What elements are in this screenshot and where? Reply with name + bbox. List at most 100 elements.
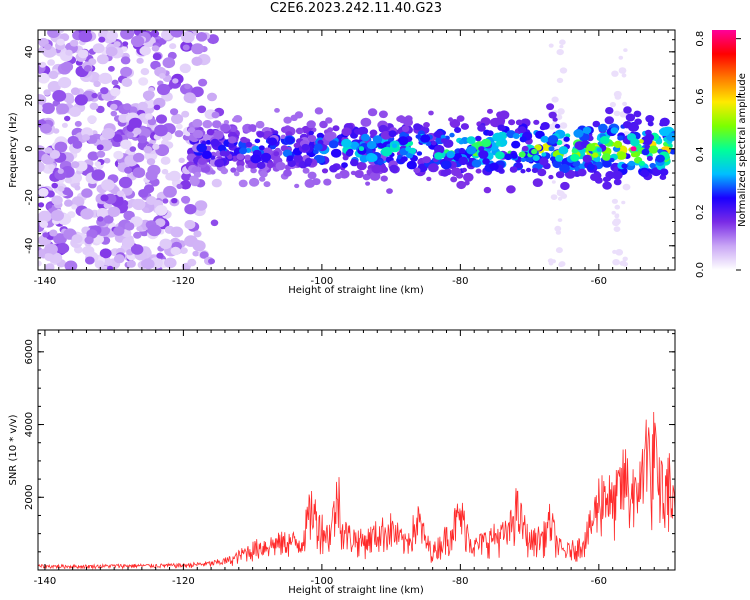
heatmap-cell bbox=[520, 157, 526, 162]
heatmap-cell bbox=[170, 30, 184, 38]
heatmap-cell bbox=[97, 216, 104, 222]
heatmap-cell bbox=[613, 178, 622, 186]
heatmap-cell bbox=[496, 111, 505, 119]
heatmap-cell bbox=[206, 128, 215, 136]
heatmap-cell bbox=[136, 57, 144, 64]
snr-background bbox=[38, 330, 675, 570]
heatmap-cell bbox=[260, 152, 272, 162]
heatmap-cell bbox=[170, 246, 181, 256]
heatmap-cell bbox=[132, 198, 146, 211]
heatmap-cell bbox=[304, 157, 313, 165]
heatmap-cell bbox=[329, 164, 338, 173]
heatmap-cell bbox=[103, 258, 113, 266]
heatmap-cell bbox=[559, 163, 570, 174]
heatmap-cell bbox=[613, 110, 621, 117]
heatmap-cell bbox=[483, 186, 492, 194]
heatmap-cell bbox=[100, 87, 109, 95]
heatmap-cell bbox=[169, 43, 177, 50]
heatmap-cell bbox=[600, 136, 610, 145]
heatmap-cell bbox=[106, 30, 119, 41]
heatmap-cell bbox=[386, 188, 393, 194]
heatmap-cell bbox=[334, 173, 343, 180]
heatmap-cell bbox=[391, 143, 398, 149]
heatmap-cell bbox=[157, 83, 171, 96]
heatmap-cell bbox=[283, 116, 292, 124]
heatmap-cell bbox=[463, 172, 474, 182]
heatmap-cell bbox=[602, 176, 610, 182]
heatmap-cell bbox=[74, 120, 82, 127]
x-tick-label: -100 bbox=[311, 576, 334, 587]
colorbar-tick-label: 0.8 bbox=[695, 31, 706, 47]
heatmap-cell bbox=[487, 108, 493, 114]
heatmap-cell bbox=[230, 167, 237, 173]
heatmap-cell bbox=[541, 152, 547, 157]
heatmap-cell bbox=[554, 123, 561, 129]
heatmap-cell bbox=[51, 182, 58, 189]
heatmap-cell bbox=[388, 130, 397, 138]
heatmap-cell bbox=[72, 140, 83, 149]
heatmap-cell bbox=[202, 120, 213, 129]
heatmap-cell bbox=[161, 168, 169, 175]
heatmap-cell bbox=[426, 176, 432, 182]
heatmap-cell bbox=[214, 159, 225, 168]
heatmap-cell bbox=[377, 159, 384, 165]
heatmap-cell bbox=[345, 150, 354, 157]
heatmap-cell bbox=[466, 145, 477, 155]
heatmap-cell bbox=[74, 185, 81, 191]
heatmap-cell bbox=[193, 230, 202, 238]
heatmap-cell bbox=[137, 135, 148, 144]
heatmap-cell bbox=[406, 160, 417, 170]
heatmap-cell bbox=[254, 138, 261, 144]
heatmap-cell bbox=[638, 139, 644, 144]
heatmap-cell bbox=[656, 138, 663, 143]
colorbar-bar bbox=[712, 30, 736, 270]
heatmap-cell bbox=[256, 131, 265, 138]
heatmap-cell bbox=[531, 148, 538, 155]
heatmap-cell bbox=[64, 177, 72, 184]
heatmap-cell bbox=[248, 124, 257, 132]
heatmap-cell bbox=[258, 145, 265, 151]
heatmap-cell bbox=[236, 153, 245, 160]
heatmap-cell bbox=[181, 31, 195, 43]
heatmap-cell bbox=[233, 171, 240, 177]
heatmap-cell bbox=[649, 162, 656, 169]
heatmap-cell bbox=[495, 151, 505, 160]
y-tick-label: -20 bbox=[24, 189, 35, 205]
heatmap-cell bbox=[113, 254, 125, 264]
heatmap-cell bbox=[512, 133, 520, 139]
heatmap-cell bbox=[171, 113, 184, 125]
heatmap-cell bbox=[62, 187, 72, 196]
heatmap-cell bbox=[559, 39, 566, 45]
heatmap-cell bbox=[64, 260, 78, 270]
heatmap-cell bbox=[287, 159, 297, 168]
heatmap-cell bbox=[197, 105, 207, 114]
heatmap-cell bbox=[625, 113, 636, 122]
heatmap-cell bbox=[477, 124, 486, 132]
heatmap-cell bbox=[39, 61, 47, 68]
heatmap-cell bbox=[212, 120, 222, 129]
heatmap-cell bbox=[290, 114, 298, 122]
heatmap-cell bbox=[211, 178, 222, 188]
heatmap-cell bbox=[80, 208, 94, 220]
heatmap-cell bbox=[236, 165, 245, 173]
heatmap-cell bbox=[460, 123, 469, 130]
heatmap-cell bbox=[192, 118, 203, 128]
heatmap-cell bbox=[263, 181, 271, 188]
heatmap-cell bbox=[519, 136, 527, 143]
heatmap-cell bbox=[475, 135, 482, 142]
heatmap-cell bbox=[399, 158, 406, 163]
heatmap-cell bbox=[586, 143, 596, 152]
heatmap-cell bbox=[398, 115, 405, 121]
heatmap-cell bbox=[496, 119, 505, 127]
heatmap-cell bbox=[120, 139, 132, 150]
heatmap-cell bbox=[415, 134, 422, 140]
heatmap-cell bbox=[38, 260, 42, 267]
heatmap-cell bbox=[440, 160, 452, 170]
heatmap-cell bbox=[618, 55, 624, 60]
heatmap-cell bbox=[131, 244, 144, 255]
heatmap-cell bbox=[250, 167, 257, 174]
heatmap-cell bbox=[99, 248, 112, 259]
heatmap-cell bbox=[77, 49, 89, 59]
heatmap-cell bbox=[341, 138, 352, 148]
heatmap-cell bbox=[548, 111, 557, 119]
